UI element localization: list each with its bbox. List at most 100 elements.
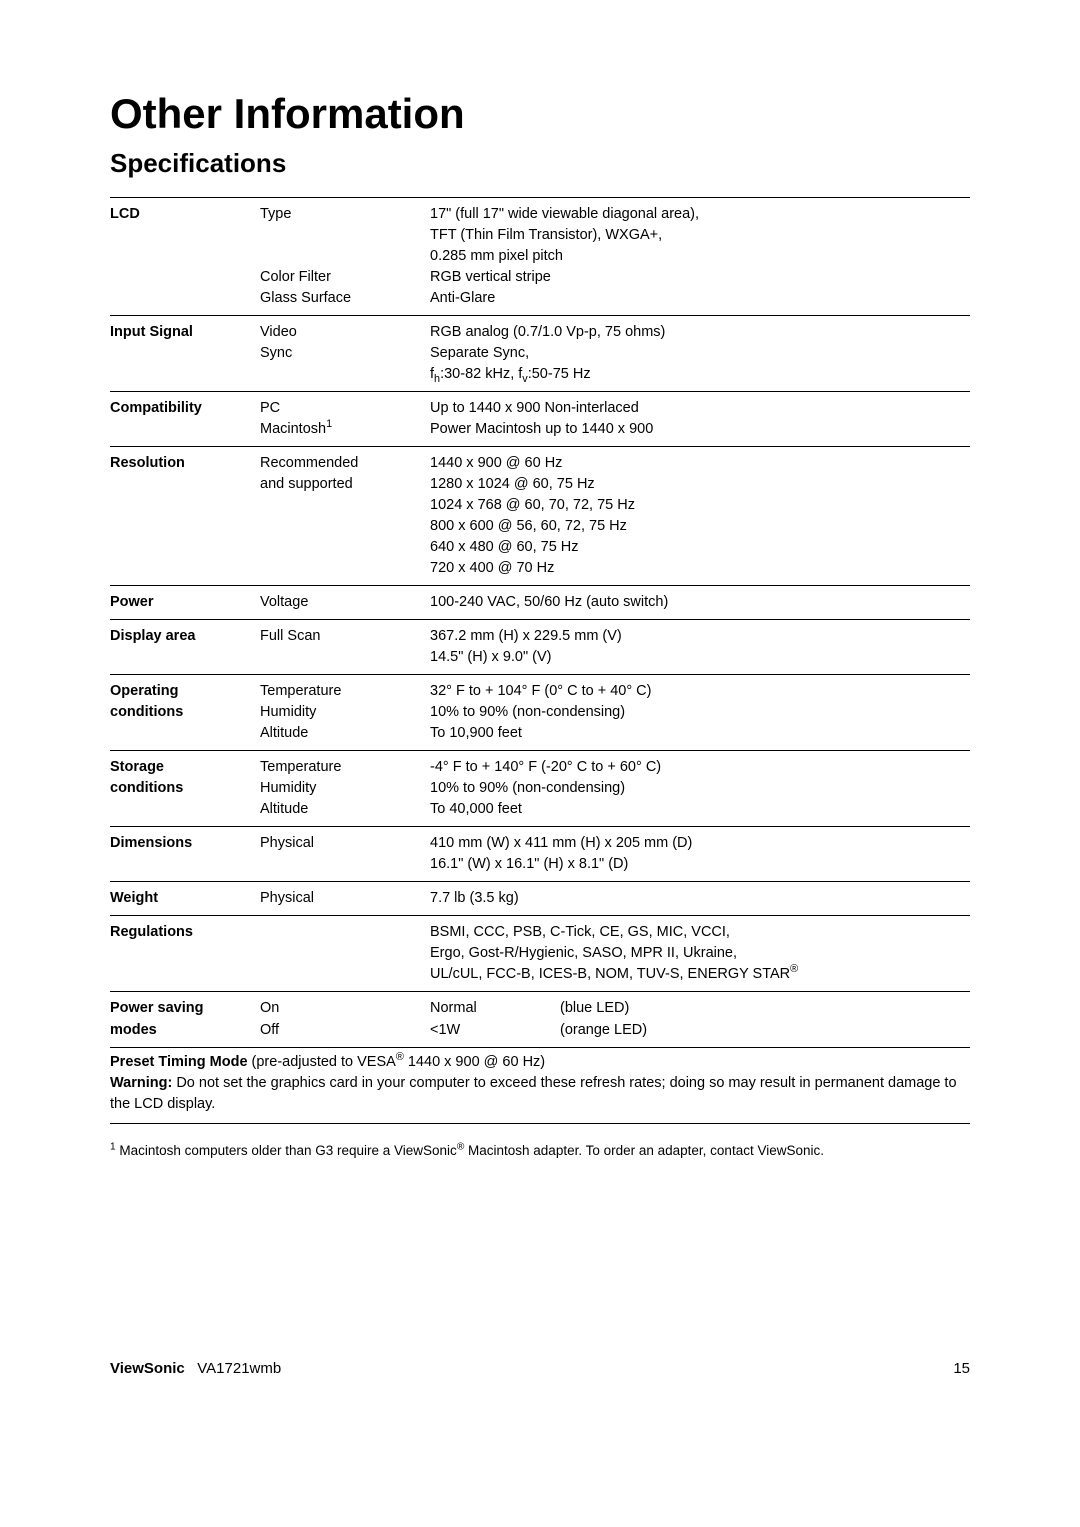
sublabel: On: [260, 998, 430, 1019]
row-label: Dimensions: [110, 833, 260, 875]
value: Up to 1440 x 900 Non-interlaced: [430, 398, 970, 419]
row-label: Power: [110, 592, 260, 613]
row-display-area: Display area Full Scan 367.2 mm (H) x 22…: [110, 619, 970, 674]
row-sublabels: Physical: [260, 833, 430, 875]
row-sublabels: Type Color Filter Glass Surface: [260, 204, 430, 309]
value: 32° F to + 104° F (0° C to + 40° C): [430, 681, 970, 702]
sublabel: Glass Surface: [260, 288, 430, 309]
page-number: 15: [953, 1360, 970, 1377]
value: <1W: [430, 1020, 560, 1041]
sublabel: Altitude: [260, 799, 430, 820]
row-sublabels: Voltage: [260, 592, 430, 613]
value: To 10,900 feet: [430, 723, 970, 744]
sublabel: Off: [260, 1020, 430, 1041]
page-footer: ViewSonic VA1721wmb 15: [0, 1360, 1080, 1427]
page-title: Other Information: [110, 90, 970, 138]
spec-table: LCD Type Color Filter Glass Surface 17" …: [110, 197, 970, 1124]
page: Other Information Specifications LCD Typ…: [0, 0, 1080, 1200]
row-operating-conditions: Operating conditions Temperature Humidit…: [110, 674, 970, 750]
row-values: Normal (blue LED) <1W (orange LED): [430, 998, 970, 1040]
row-values: 367.2 mm (H) x 229.5 mm (V) 14.5" (H) x …: [430, 626, 970, 668]
row-dimensions: Dimensions Physical 410 mm (W) x 411 mm …: [110, 826, 970, 881]
value: (blue LED): [560, 998, 970, 1019]
sublabel: Recommended: [260, 453, 430, 474]
sublabel: Humidity: [260, 778, 430, 799]
value: 1440 x 900 @ 60 Hz: [430, 453, 970, 474]
row-sublabels: PC Macintosh1: [260, 398, 430, 440]
value: 17" (full 17" wide viewable diagonal are…: [430, 204, 970, 225]
value: Power Macintosh up to 1440 x 900: [430, 419, 970, 440]
sublabel: Color Filter: [260, 267, 430, 288]
sublabel: Type: [260, 204, 430, 225]
sublabel: Physical: [260, 888, 430, 909]
row-values: Up to 1440 x 900 Non-interlaced Power Ma…: [430, 398, 970, 440]
row-label: Display area: [110, 626, 260, 668]
value: 100-240 VAC, 50/60 Hz (auto switch): [430, 592, 970, 613]
row-label: Weight: [110, 888, 260, 909]
warning-text: Warning: Do not set the graphics card in…: [110, 1073, 970, 1115]
row-power: Power Voltage 100-240 VAC, 50/60 Hz (aut…: [110, 585, 970, 619]
sublabel: Macintosh1: [260, 419, 430, 440]
row-sublabels: Full Scan: [260, 626, 430, 668]
row-storage-conditions: Storage conditions Temperature Humidity …: [110, 750, 970, 826]
row-label: Resolution: [110, 453, 260, 579]
row-label: Input Signal: [110, 322, 260, 385]
value: 14.5" (H) x 9.0" (V): [430, 647, 970, 668]
value: 800 x 600 @ 56, 60, 72, 75 Hz: [430, 516, 970, 537]
section-title: Specifications: [110, 148, 970, 179]
row-label: Power saving modes: [110, 998, 260, 1040]
value: 410 mm (W) x 411 mm (H) x 205 mm (D): [430, 833, 970, 854]
footnote: 1 Macintosh computers older than G3 requ…: [110, 1142, 970, 1161]
row-values: 100-240 VAC, 50/60 Hz (auto switch): [430, 592, 970, 613]
row-sublabels: Video Sync: [260, 322, 430, 385]
row-compatibility: Compatibility PC Macintosh1 Up to 1440 x…: [110, 391, 970, 446]
preset-timing-mode: Preset Timing Mode (pre-adjusted to VESA…: [110, 1052, 970, 1073]
footer-brand-model: ViewSonic VA1721wmb: [110, 1360, 281, 1377]
value: TFT (Thin Film Transistor), WXGA+,: [430, 225, 970, 246]
value: 16.1" (W) x 16.1" (H) x 8.1" (D): [430, 854, 970, 875]
row-label: Compatibility: [110, 398, 260, 440]
row-sublabels: [260, 922, 430, 985]
row-values: 32° F to + 104° F (0° C to + 40° C) 10% …: [430, 681, 970, 744]
row-sublabels: Recommended and supported: [260, 453, 430, 579]
value: 1280 x 1024 @ 60, 75 Hz: [430, 474, 970, 495]
row-values: 7.7 lb (3.5 kg): [430, 888, 970, 909]
sublabel: PC: [260, 398, 430, 419]
row-values: -4° F to + 140° F (-20° C to + 60° C) 10…: [430, 757, 970, 820]
row-sublabels: On Off: [260, 998, 430, 1040]
sublabel: Full Scan: [260, 626, 430, 647]
value: Separate Sync,: [430, 343, 970, 364]
value: fh:30-82 kHz, fv:50-75 Hz: [430, 364, 970, 385]
value: Anti-Glare: [430, 288, 970, 309]
row-values: 1440 x 900 @ 60 Hz 1280 x 1024 @ 60, 75 …: [430, 453, 970, 579]
row-label: Storage conditions: [110, 757, 260, 820]
row-footer-notes: Preset Timing Mode (pre-adjusted to VESA…: [110, 1047, 970, 1124]
row-resolution: Resolution Recommended and supported 144…: [110, 446, 970, 585]
value: Ergo, Gost-R/Hygienic, SASO, MPR II, Ukr…: [430, 943, 970, 964]
row-regulations: Regulations BSMI, CCC, PSB, C-Tick, CE, …: [110, 915, 970, 991]
sublabel: Voltage: [260, 592, 430, 613]
row-power-saving: Power saving modes On Off Normal (blue L…: [110, 991, 970, 1046]
value: 0.285 mm pixel pitch: [430, 246, 970, 267]
sublabel: Humidity: [260, 702, 430, 723]
sublabel: Temperature: [260, 681, 430, 702]
value: UL/cUL, FCC-B, ICES-B, NOM, TUV-S, ENERG…: [430, 964, 970, 985]
sublabel: Altitude: [260, 723, 430, 744]
row-weight: Weight Physical 7.7 lb (3.5 kg): [110, 881, 970, 915]
row-values: BSMI, CCC, PSB, C-Tick, CE, GS, MIC, VCC…: [430, 922, 970, 985]
row-values: 17" (full 17" wide viewable diagonal are…: [430, 204, 970, 309]
row-sublabels: Temperature Humidity Altitude: [260, 681, 430, 744]
row-label: Regulations: [110, 922, 260, 985]
value: 640 x 480 @ 60, 75 Hz: [430, 537, 970, 558]
sublabel: Video: [260, 322, 430, 343]
sublabel: Temperature: [260, 757, 430, 778]
value: 10% to 90% (non-condensing): [430, 702, 970, 723]
row-values: 410 mm (W) x 411 mm (H) x 205 mm (D) 16.…: [430, 833, 970, 875]
row-label: Operating conditions: [110, 681, 260, 744]
value: RGB analog (0.7/1.0 Vp-p, 75 ohms): [430, 322, 970, 343]
value: Normal: [430, 998, 560, 1019]
row-sublabels: Physical: [260, 888, 430, 909]
sublabel: Sync: [260, 343, 430, 364]
value: To 40,000 feet: [430, 799, 970, 820]
value: BSMI, CCC, PSB, C-Tick, CE, GS, MIC, VCC…: [430, 922, 970, 943]
